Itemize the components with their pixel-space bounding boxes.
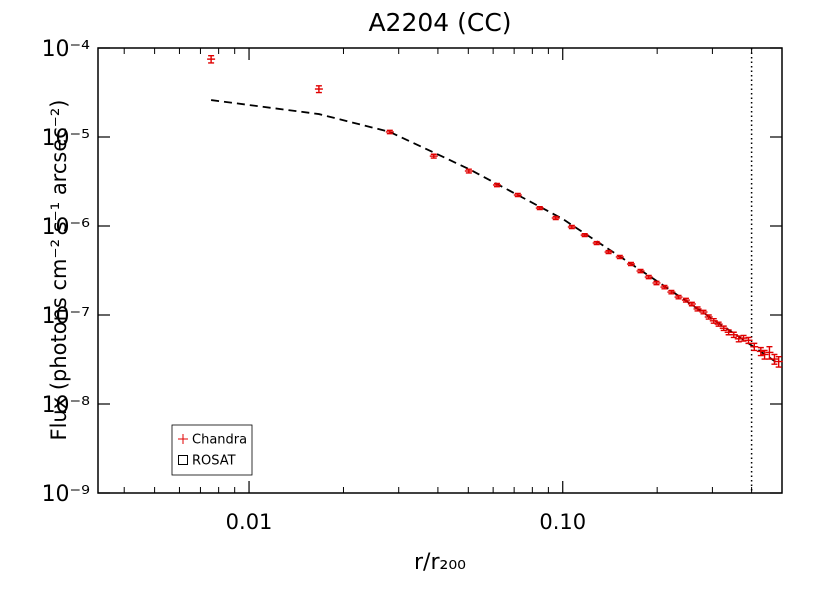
data-point: [770, 353, 779, 365]
data-point: [729, 331, 738, 339]
model-line: [210, 99, 780, 365]
legend-label: ROSAT: [192, 454, 236, 469]
data-point: [660, 284, 669, 290]
x-axis-label: r/r₂₀₀: [414, 550, 466, 575]
legend-marker: [178, 455, 188, 465]
error-bar: [568, 224, 575, 230]
y-tick-label: 10⁻⁴: [42, 37, 91, 62]
error-bar: [315, 85, 322, 94]
error-bar: [700, 309, 707, 315]
error-bar: [465, 168, 472, 174]
data-point: [535, 205, 544, 211]
y-tick-label: 10⁻⁷: [42, 304, 90, 329]
error-bar: [751, 342, 758, 352]
data-point: [492, 182, 501, 188]
legend-box: [171, 424, 253, 476]
data-point: [464, 168, 473, 174]
y-tick-label: 10⁻⁸: [42, 393, 91, 418]
data-point: [652, 280, 661, 286]
data-point: [756, 346, 765, 357]
x-tick-label: 0.01: [226, 510, 273, 534]
x-tick-label: 0.10: [539, 510, 586, 534]
legend-marker: [178, 434, 188, 444]
chart-title: A2204 (CC): [368, 8, 511, 37]
error-bar: [668, 289, 675, 295]
error-bar: [386, 129, 393, 135]
data-point: [709, 317, 718, 324]
error-bar: [730, 331, 737, 339]
y-tick-label: 10⁻⁵: [42, 126, 90, 151]
error-bar: [675, 294, 682, 300]
legend-label: Chandra: [192, 433, 247, 448]
data-point: [704, 314, 713, 320]
data-point: [734, 335, 743, 343]
data-point: [774, 355, 783, 368]
plot-frame: [97, 47, 783, 494]
data-point: [551, 215, 560, 221]
data-point: [667, 289, 676, 295]
data-point: [636, 268, 645, 274]
data-point: [626, 261, 635, 267]
data-point: [592, 240, 601, 246]
data-point: [207, 54, 216, 64]
data-point: [681, 297, 690, 303]
y-tick-label: 10⁻⁶: [42, 215, 91, 240]
data-point: [314, 85, 323, 94]
error-bar: [645, 274, 652, 280]
error-bar: [682, 297, 689, 303]
error-bar: [775, 355, 782, 368]
error-bar: [705, 314, 712, 320]
error-bar: [493, 182, 500, 188]
data-point: [513, 192, 522, 198]
error-bar: [605, 249, 612, 255]
data-point: [580, 232, 589, 238]
data-point: [714, 321, 723, 327]
error-bar: [740, 334, 747, 342]
error-bar: [593, 240, 600, 246]
error-bar: [661, 284, 668, 290]
error-bar: [715, 321, 722, 327]
data-point: [693, 306, 702, 312]
data-point: [385, 129, 394, 135]
error-bar: [637, 268, 644, 274]
y-axis-label: Flux (photons cm⁻² s⁻¹ arcsec⁻²): [47, 99, 71, 440]
error-bar: [688, 301, 695, 307]
data-point: [615, 254, 624, 260]
error-bar: [208, 54, 215, 64]
error-bar: [430, 153, 437, 159]
data-point: [750, 342, 759, 352]
error-bar: [552, 215, 559, 221]
error-bar: [694, 306, 701, 312]
data-point: [765, 346, 774, 360]
error-bar: [653, 280, 660, 286]
error-bar: [771, 353, 778, 365]
error-bar: [745, 336, 752, 345]
error-bar: [581, 232, 588, 238]
data-point: [604, 249, 613, 255]
data-point: [674, 294, 683, 300]
data-point: [744, 336, 753, 345]
error-bar: [710, 317, 717, 324]
error-bar: [627, 261, 634, 267]
data-point: [429, 153, 438, 159]
y-tick-label: 10⁻⁹: [42, 482, 90, 507]
data-point: [567, 224, 576, 230]
data-point: [644, 274, 653, 280]
error-bar: [616, 254, 623, 260]
data-point: [699, 309, 708, 315]
error-bar: [514, 192, 521, 198]
error-bar: [536, 205, 543, 211]
data-point: [687, 301, 696, 307]
